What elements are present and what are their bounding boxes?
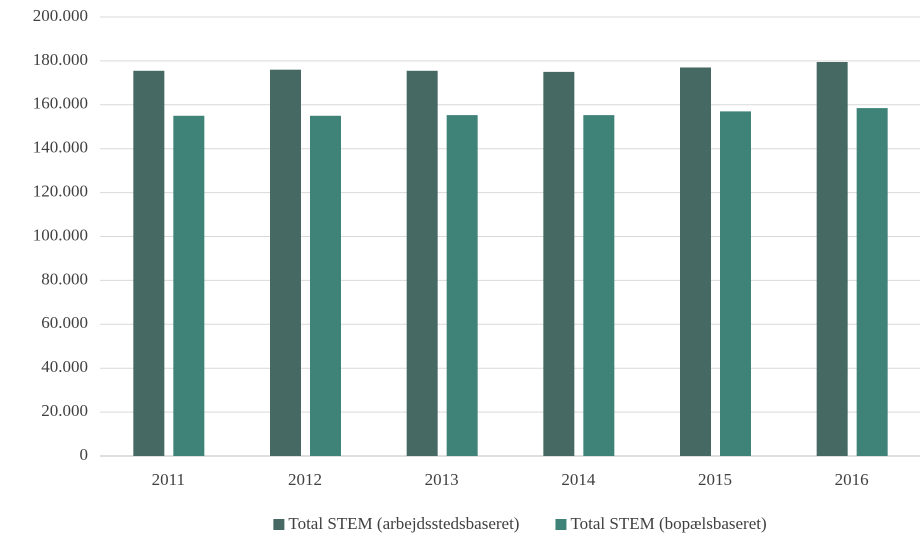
bar [720,111,751,456]
y-tick-label: 100.000 [33,225,88,244]
x-tick-label: 2014 [561,470,596,489]
y-tick-label: 120.000 [33,182,88,201]
y-tick-label: 40.000 [41,357,88,376]
legend-item: Total STEM (bopælsbaseret) [555,514,767,533]
x-tick-label: 2011 [152,470,185,489]
x-tick-label: 2012 [288,470,322,489]
legend-item: Total STEM (arbejdsstedsbaseret) [273,514,519,533]
x-tick-label: 2015 [698,470,732,489]
legend-label: Total STEM (arbejdsstedsbaseret) [288,514,519,533]
y-tick-label: 80.000 [41,269,88,288]
bar [406,70,438,456]
y-tick-label: 160.000 [33,94,88,113]
y-tick-label: 0 [80,445,89,464]
bar [173,115,205,457]
y-tick-label: 200.000 [33,6,88,25]
legend-label: Total STEM (bopælsbaseret) [570,514,766,533]
legend-swatch [273,519,285,530]
bar [133,70,165,456]
bar [816,61,848,457]
x-tick-label: 2013 [425,470,459,489]
bar [583,115,615,456]
bar [680,67,711,457]
x-tick-label: 2016 [835,470,869,489]
bar [856,108,888,456]
bar [446,115,478,456]
bar [270,69,301,457]
y-tick-label: 20.000 [41,401,88,420]
legend-swatch [555,519,567,530]
bar [543,71,575,456]
y-tick-label: 60.000 [41,313,88,332]
y-tick-label: 140.000 [33,138,88,157]
bar [310,115,341,457]
y-tick-label: 180.000 [33,50,88,69]
